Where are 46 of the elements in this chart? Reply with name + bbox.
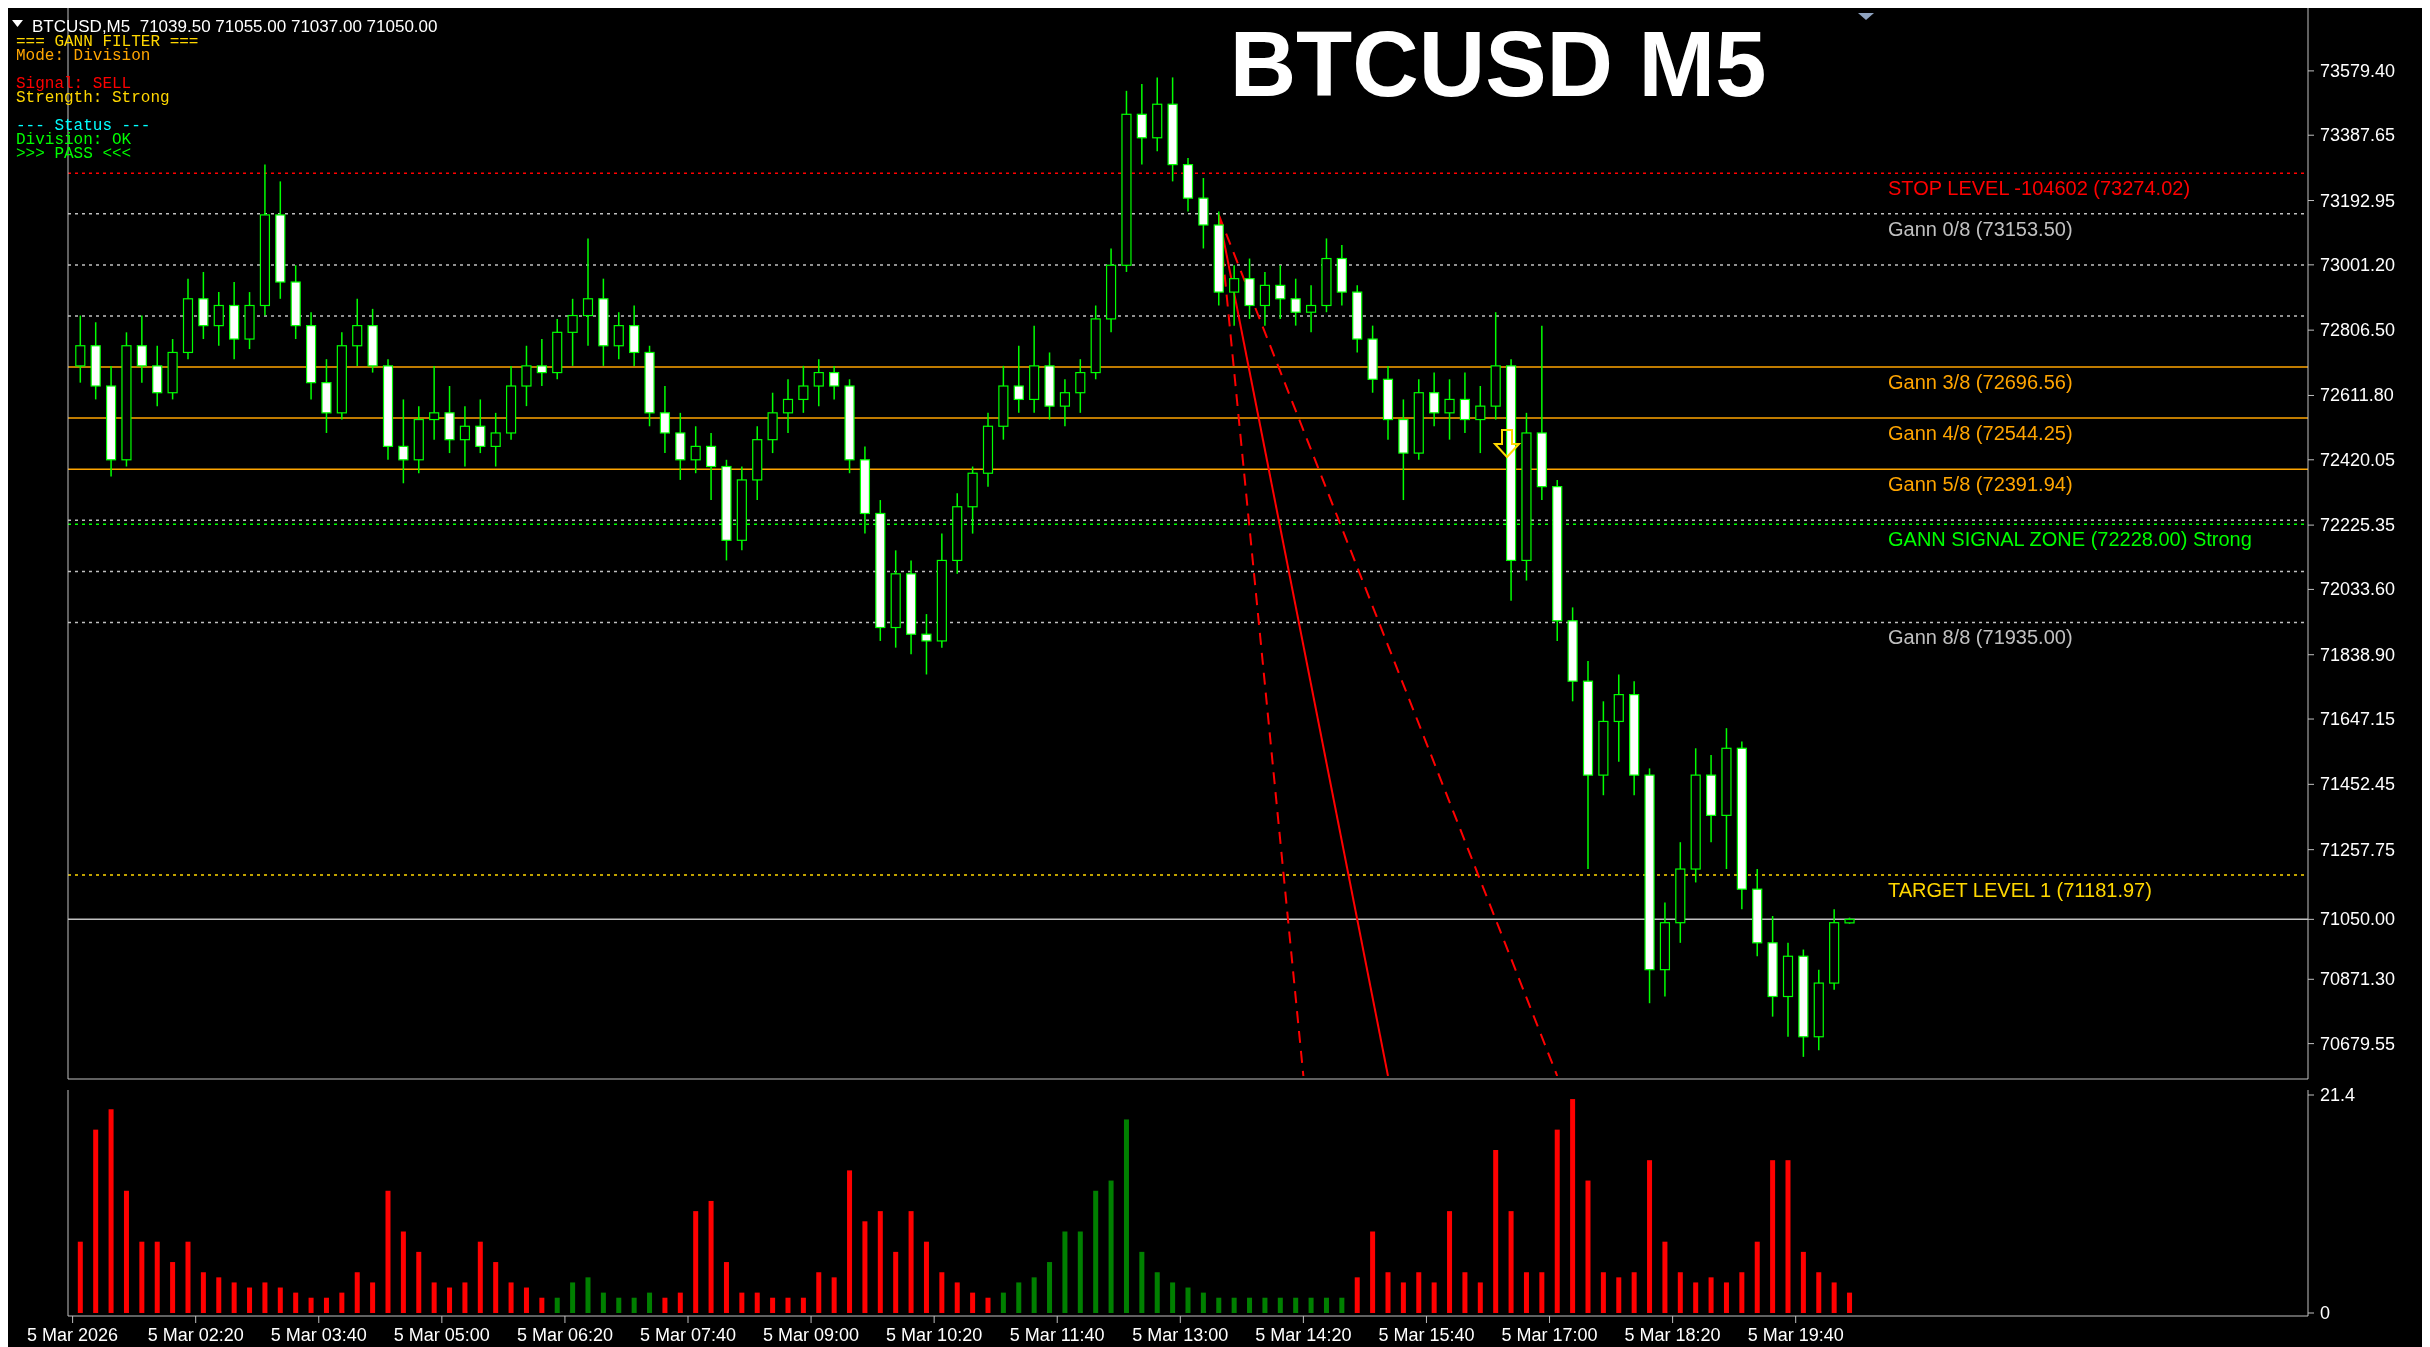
x-tick-label: 5 Mar 14:20 [1255,1325,1352,1345]
ref-line-label: Gann 3/8 (72696.56) [1888,371,2073,394]
annotation: Strength: Strong [16,89,170,107]
y-tick-label: 0 [2320,1303,2331,1323]
ref-line-label: Gann 4/8 (72544.25) [1888,422,2073,445]
x-tick-label: 5 Mar 19:40 [1747,1325,1844,1345]
x-tick-label: 5 Mar 03:40 [270,1325,367,1345]
y-tick-label: 73001.20 [2320,254,2396,275]
y-tick-label: 73579.40 [2320,60,2396,81]
ref-line-label: Gann 5/8 (72391.94) [1888,473,2073,496]
ref-line-label: Gann 0/8 (73153.50) [1888,217,2073,240]
y-tick-label: 70871.30 [2320,969,2396,990]
x-tick-label: 5 Mar 15:40 [1378,1325,1475,1345]
x-tick-label: 5 Mar 06:20 [516,1325,613,1345]
y-tick-label: 72420.05 [2320,449,2396,470]
x-tick-label: 5 Mar 05:00 [393,1325,490,1345]
y-tick-label: 21.4 [2320,1085,2356,1105]
ref-line-label: STOP LEVEL -104602 (73274.02) [1888,177,2191,200]
y-tick-label: 70679.55 [2320,1033,2396,1054]
x-tick-label: 5 Mar 07:40 [639,1325,737,1345]
ref-line-label: Gann 8/8 (71935.00) [1888,626,2073,649]
chart-title: BTCUSD M5 [1229,13,1767,115]
y-tick-label: 72806.50 [2320,320,2396,341]
x-tick-label: 5 Mar 2026 [27,1325,119,1345]
x-tick-label: 5 Mar 10:20 [886,1325,983,1345]
y-tick-label: 73192.95 [2320,190,2396,211]
y-tick-label: 71647.15 [2320,709,2396,730]
y-tick-label: 71452.45 [2320,774,2396,795]
x-tick-label: 5 Mar 17:00 [1501,1325,1598,1345]
x-tick-label: 5 Mar 18:20 [1624,1325,1721,1345]
annotation: >>> PASS <<< [16,145,132,163]
ref-line-label: TARGET LEVEL 1 (71181.97) [1888,879,2152,902]
ref-line-label: GANN SIGNAL ZONE (72228.00) Strong [1888,528,2252,551]
y-tick-label: 72225.35 [2320,515,2396,536]
y-tick-label: 71050.00 [2320,909,2396,930]
y-tick-label: 71838.90 [2320,644,2396,665]
x-tick-label: 5 Mar 13:00 [1132,1325,1229,1345]
chart-subtitle: BTCUSD,M5 71039.50 71055.00 71037.00 71050.00 [32,17,438,36]
x-tick-label: 5 Mar 02:20 [147,1325,244,1345]
y-tick-label: 72611.80 [2320,385,2394,406]
x-tick-label: 5 Mar 09:00 [763,1325,860,1345]
y-tick-label: 71257.75 [2320,839,2396,860]
y-tick-label: 73387.65 [2320,125,2396,146]
y-tick-label: 72033.60 [2320,579,2396,600]
x-tick-label: 5 Mar 11:40 [1009,1325,1105,1345]
annotation: Mode: Division [16,47,151,65]
